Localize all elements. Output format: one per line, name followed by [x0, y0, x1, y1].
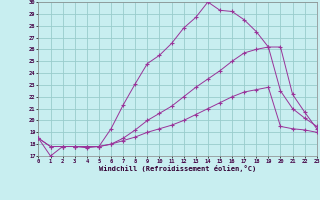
X-axis label: Windchill (Refroidissement éolien,°C): Windchill (Refroidissement éolien,°C): [99, 165, 256, 172]
